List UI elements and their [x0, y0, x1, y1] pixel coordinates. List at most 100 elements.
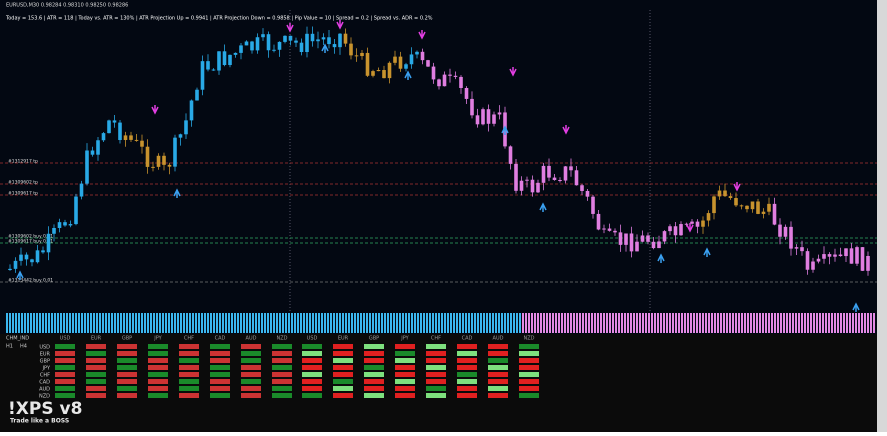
trend-bar	[228, 313, 230, 333]
trend-bar	[387, 313, 389, 333]
column-label: JPY	[400, 336, 409, 342]
candle-body	[376, 70, 381, 72]
trend-bar	[231, 313, 233, 333]
trend-bar	[441, 313, 443, 333]
candle-body	[68, 224, 73, 226]
trend-bar	[840, 313, 842, 333]
candle-body	[437, 79, 441, 87]
candle-body	[233, 52, 238, 55]
trend-bar	[624, 313, 626, 333]
candle-body	[195, 89, 199, 101]
candle-body	[189, 100, 194, 121]
trend-bar	[447, 313, 449, 333]
candle-body	[57, 222, 62, 228]
candle-body	[90, 150, 95, 155]
strength-cell	[241, 379, 261, 384]
strength-cell	[179, 372, 199, 377]
trend-bar	[666, 313, 668, 333]
trend-bar	[756, 313, 758, 333]
candle-body	[816, 258, 821, 262]
candle-body	[519, 180, 524, 191]
trend-bar	[201, 313, 203, 333]
trend-bar	[312, 313, 314, 333]
candle-body	[151, 166, 155, 168]
sell-arrow	[151, 105, 159, 115]
strength-cell	[117, 393, 137, 398]
trend-bar	[489, 313, 491, 333]
candle-body	[299, 42, 304, 53]
strength-cell	[395, 393, 415, 398]
sell-arrow	[733, 182, 741, 192]
candle-body	[618, 232, 623, 245]
trend-bar	[411, 313, 413, 333]
strength-cell	[117, 386, 137, 391]
candle-body	[85, 150, 89, 184]
trend-bar	[21, 313, 23, 333]
strength-cell	[210, 372, 230, 377]
strength-cell	[426, 393, 446, 398]
trend-bar	[390, 313, 392, 333]
candle-body	[646, 235, 650, 242]
trend-bar	[870, 313, 872, 333]
strength-cell	[333, 379, 353, 384]
trend-bar	[399, 313, 401, 333]
strength-cell	[272, 379, 292, 384]
strength-cell	[148, 358, 168, 363]
trend-bar	[684, 313, 686, 333]
trend-bar	[216, 313, 218, 333]
strength-cell	[488, 372, 508, 377]
strength-cell	[457, 358, 477, 363]
trend-bar	[303, 313, 305, 333]
column-label: GBP	[369, 336, 379, 342]
candle-body	[426, 60, 430, 67]
candle-body	[530, 179, 535, 193]
strength-cell	[333, 372, 353, 377]
trend-bar	[630, 313, 632, 333]
trend-bar	[159, 313, 161, 333]
trend-bar	[486, 313, 488, 333]
trend-bar	[222, 313, 224, 333]
strength-cell	[364, 386, 384, 391]
candle-body	[13, 260, 18, 269]
candle-body	[112, 120, 117, 123]
trend-bar	[276, 313, 278, 333]
trend-bar	[636, 313, 638, 333]
candle-body	[844, 248, 848, 257]
strength-cell	[333, 344, 353, 349]
candle-body	[184, 120, 188, 135]
trend-bar	[426, 313, 428, 333]
strength-cell	[55, 358, 75, 363]
trend-bar	[114, 313, 116, 333]
candle-body	[145, 146, 150, 167]
trend-bar	[825, 313, 827, 333]
strength-cell	[272, 393, 292, 398]
trend-bar	[15, 313, 17, 333]
trend-bar	[711, 313, 713, 333]
strength-cell	[241, 351, 261, 356]
strength-cell	[488, 393, 508, 398]
trend-bar	[672, 313, 674, 333]
trend-bar	[714, 313, 716, 333]
order-label: #1312917 tp	[8, 159, 38, 165]
trend-bar	[735, 313, 737, 333]
sell-arrow	[286, 23, 294, 33]
trend-bar	[777, 313, 779, 333]
candle-body	[101, 133, 106, 141]
trend-bar	[225, 313, 227, 333]
trend-bar	[210, 313, 212, 333]
trend-bar	[342, 313, 344, 333]
strength-cell	[55, 365, 75, 370]
strength-cell	[148, 365, 168, 370]
column-label: AUD	[246, 336, 257, 342]
trend-bar	[57, 313, 59, 333]
strength-cell	[272, 344, 292, 349]
trend-bar	[294, 313, 296, 333]
trend-bar	[279, 313, 281, 333]
trend-bar	[654, 313, 656, 333]
trend-bar	[570, 313, 572, 333]
strength-cell	[302, 344, 322, 349]
candle-body	[310, 33, 315, 42]
candle-body	[398, 56, 403, 69]
strength-cell	[488, 358, 508, 363]
candle-body	[464, 87, 469, 99]
